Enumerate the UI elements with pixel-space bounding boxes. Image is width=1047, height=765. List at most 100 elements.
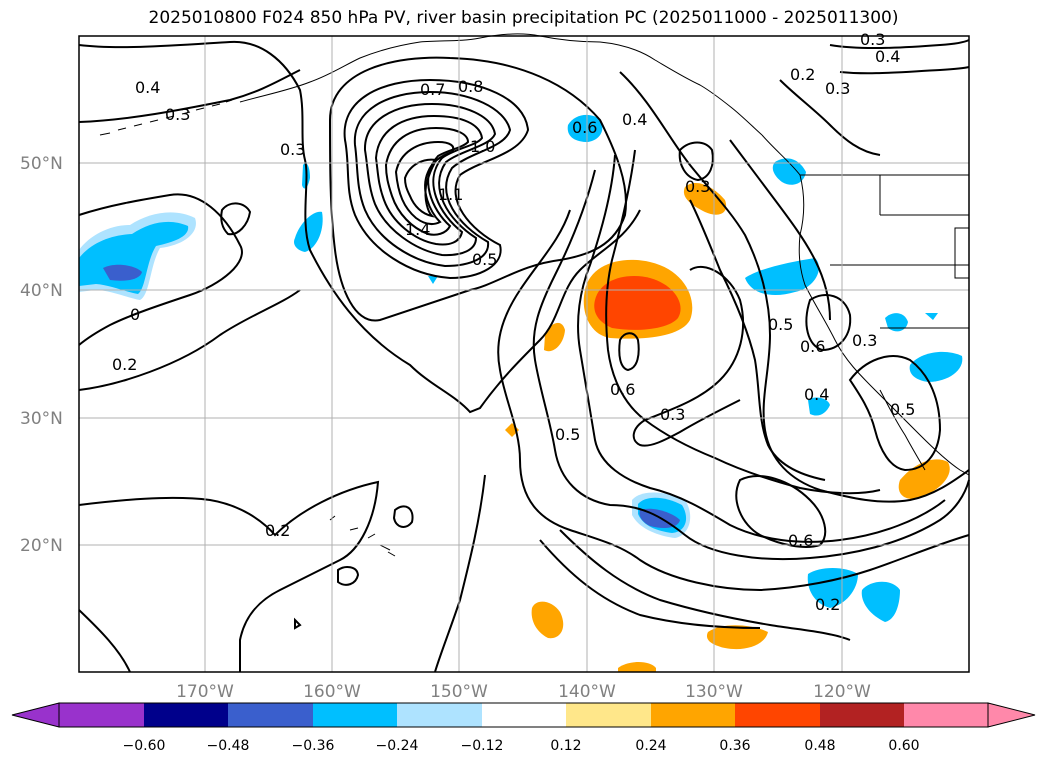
colorbar-label: −0.12 <box>461 738 504 754</box>
contour-label: 0.3 <box>825 79 850 98</box>
pv-contour <box>619 71 970 503</box>
contour-label: 0.6 <box>788 531 813 550</box>
contour-label: 0.3 <box>165 105 190 124</box>
pv-contour <box>337 566 360 586</box>
colorbar-extend-high <box>987 702 1036 728</box>
precip-negative-blob <box>808 397 830 416</box>
lat-label-30n: 30°N <box>20 409 63 429</box>
contour-label: 0.2 <box>815 595 840 614</box>
precip-negative-blob <box>567 114 603 142</box>
pv-contour <box>577 154 946 543</box>
pv-contour <box>384 126 470 236</box>
precip-negative-blob <box>909 351 963 382</box>
pv-contour <box>394 140 455 226</box>
pv-contour <box>689 199 826 481</box>
colorbar-segment <box>228 703 313 727</box>
pv-contour <box>328 56 627 322</box>
colorbar-label: −0.24 <box>376 738 419 754</box>
contour-label: 0.2 <box>112 355 137 374</box>
colorbar-label: −0.60 <box>123 738 166 754</box>
map-plot-area <box>79 36 969 672</box>
lon-label-130w: 130°W <box>685 682 743 702</box>
contour-label: 0.5 <box>555 425 580 444</box>
pv-contour <box>632 265 744 447</box>
colorbar-segment <box>482 703 566 727</box>
contour-label: 0.5 <box>890 400 915 419</box>
contour-label: 0.3 <box>660 405 685 424</box>
pv-contour <box>434 474 486 673</box>
colorbar-segment <box>651 703 735 727</box>
colorbar-segment <box>59 703 144 727</box>
colorbar-segment <box>735 703 820 727</box>
precip-positive-blob <box>683 183 727 215</box>
na-west-coast <box>761 134 970 476</box>
pv-contour <box>848 355 942 472</box>
contour-label: 0.6 <box>572 118 597 137</box>
colorbar-outline <box>58 702 989 728</box>
colorbar-label: 0.48 <box>804 738 835 754</box>
pv-contour <box>829 39 970 50</box>
precip-negative-blob <box>103 264 142 281</box>
contour-label: 0.4 <box>622 110 647 129</box>
colorbar-label: 0.60 <box>888 738 919 754</box>
colorbar-label: 0.12 <box>550 738 581 754</box>
pv-contour <box>805 294 852 352</box>
contour-label: 0.6 <box>610 380 635 399</box>
contour-labels: 0.4 0.3 0.3 0.7 0.8 1.0 1.1 1.4 0.5 0.6 … <box>112 30 915 614</box>
pv-contour <box>78 69 301 123</box>
contour-label: 1.1 <box>438 185 463 204</box>
contour-label: 0.4 <box>875 47 900 66</box>
lon-label-120w: 120°W <box>813 682 871 702</box>
pv-contour <box>78 609 131 673</box>
colorbar-label: 0.24 <box>635 738 666 754</box>
pv-contour <box>220 202 252 236</box>
pv-contour <box>363 102 497 257</box>
pv-contour <box>559 529 851 641</box>
baja-peninsula <box>879 389 926 471</box>
pv-contour <box>532 169 970 561</box>
map-title: 2025010800 F024 850 hPa PV, river basin … <box>148 8 899 28</box>
contour-label: 0.7 <box>420 80 445 99</box>
contour-label: 0 <box>130 305 140 324</box>
map-frame <box>78 35 970 673</box>
colorbar-segment <box>397 703 482 727</box>
pv-contour <box>78 289 301 391</box>
colorbar-segment <box>820 703 904 727</box>
contour-label: 0.5 <box>472 250 497 269</box>
state-border <box>800 174 970 329</box>
pv-contour <box>294 617 302 630</box>
lon-label-160w: 160°W <box>303 682 361 702</box>
colorbar-label: −0.36 <box>292 738 335 754</box>
precip-negative-blob <box>885 313 908 332</box>
contour-label: 0.3 <box>860 30 885 49</box>
precip-negative-blob <box>861 581 900 622</box>
colorbar-label: −0.48 <box>207 738 250 754</box>
contour-label: 1.4 <box>405 220 430 239</box>
contour-label: 0.3 <box>852 331 877 350</box>
colorbar-extend-low <box>11 702 60 728</box>
colorbar-segment <box>313 703 397 727</box>
colorbar-label: 0.36 <box>719 738 750 754</box>
lon-label-140w: 140°W <box>558 682 616 702</box>
precip-positive-blob <box>706 625 768 650</box>
pv-contours <box>78 39 970 673</box>
precip-positive-blob <box>618 662 656 672</box>
lat-label-40n: 40°N <box>20 281 63 301</box>
precip-negative-blob <box>428 276 438 284</box>
precip-negative-blob <box>79 221 189 294</box>
pv-contour <box>539 539 761 629</box>
pv-contour <box>779 79 881 156</box>
lat-label-20n: 20°N <box>20 536 63 556</box>
precip-negative-blob <box>772 158 806 185</box>
contour-label: 0.5 <box>768 315 793 334</box>
pv-contour <box>839 66 970 75</box>
precip-negative-blob <box>294 211 323 252</box>
latitude-labels: 50°N 40°N 30°N 20°N <box>20 154 63 556</box>
contour-label: 0.4 <box>135 78 160 97</box>
longitude-labels: 170°W 160°W 150°W 140°W 130°W 120°W <box>176 682 871 702</box>
contour-label: 0.3 <box>280 140 305 159</box>
contour-label: 0.3 <box>685 177 710 196</box>
pv-contour <box>78 40 641 414</box>
precip-positive-blob <box>531 601 564 639</box>
pv-contour <box>343 78 530 280</box>
